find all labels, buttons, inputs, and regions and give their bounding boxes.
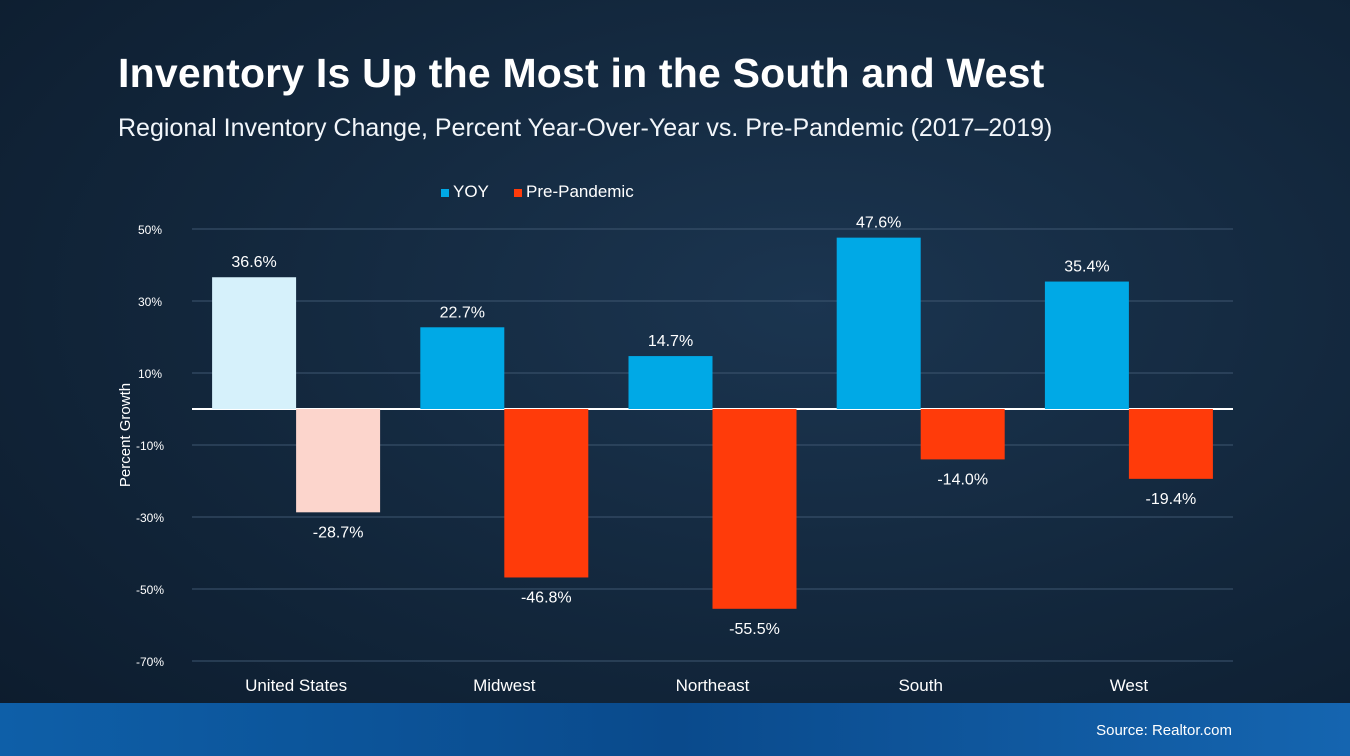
bar-yoy: [420, 327, 505, 409]
bar-pre-pandemic: [712, 409, 797, 609]
legend-label: Pre-Pandemic: [526, 182, 634, 201]
legend-swatch: [441, 189, 449, 197]
data-label: -55.5%: [729, 621, 780, 638]
bar-pre-pandemic: [504, 409, 589, 578]
chart-title: Inventory Is Up the Most in the South an…: [118, 50, 1045, 96]
data-label: -28.7%: [313, 524, 364, 541]
chart-subtitle: Regional Inventory Change, Percent Year-…: [118, 114, 1053, 142]
x-tick-label: West: [1110, 676, 1149, 695]
y-tick-label: -10%: [136, 439, 164, 453]
bar-yoy: [628, 356, 713, 409]
bar-yoy: [836, 237, 921, 409]
y-tick-label: -70%: [136, 655, 164, 669]
data-label: 22.7%: [440, 304, 485, 321]
source-note: Source: Realtor.com: [1096, 722, 1232, 739]
data-label: -14.0%: [937, 471, 988, 488]
data-label: -46.8%: [521, 589, 572, 606]
x-tick-label: Northeast: [676, 676, 750, 695]
data-label: 35.4%: [1064, 259, 1109, 276]
bar-pre-pandemic: [1128, 409, 1213, 479]
footer-band: [0, 703, 1350, 756]
bar-yoy: [1044, 281, 1129, 409]
bar-pre-pandemic: [296, 409, 381, 513]
legend-label: YOY: [453, 182, 489, 201]
legend-swatch: [514, 189, 522, 197]
x-tick-label: Midwest: [473, 676, 536, 695]
y-tick-label: 10%: [138, 367, 162, 381]
data-label: 47.6%: [856, 215, 901, 232]
y-tick-label: 30%: [138, 295, 162, 309]
y-tick-label: 50%: [138, 223, 162, 237]
y-axis-label: Percent Growth: [117, 383, 134, 487]
data-label: 36.6%: [231, 254, 276, 271]
data-label: -19.4%: [1146, 491, 1197, 508]
y-tick-label: -30%: [136, 511, 164, 525]
y-tick-label: -50%: [136, 583, 164, 597]
data-label: 14.7%: [648, 333, 693, 350]
bar-pre-pandemic: [920, 409, 1005, 460]
x-tick-label: South: [898, 676, 942, 695]
bar-yoy: [212, 277, 297, 409]
bar-chart: 50% 30% 10% -10% -30% -50% -70% Percent Growth 3…: [117, 182, 1233, 695]
x-tick-label: United States: [245, 676, 347, 695]
